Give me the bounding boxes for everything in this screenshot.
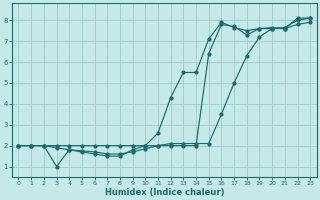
- X-axis label: Humidex (Indice chaleur): Humidex (Indice chaleur): [105, 188, 224, 197]
